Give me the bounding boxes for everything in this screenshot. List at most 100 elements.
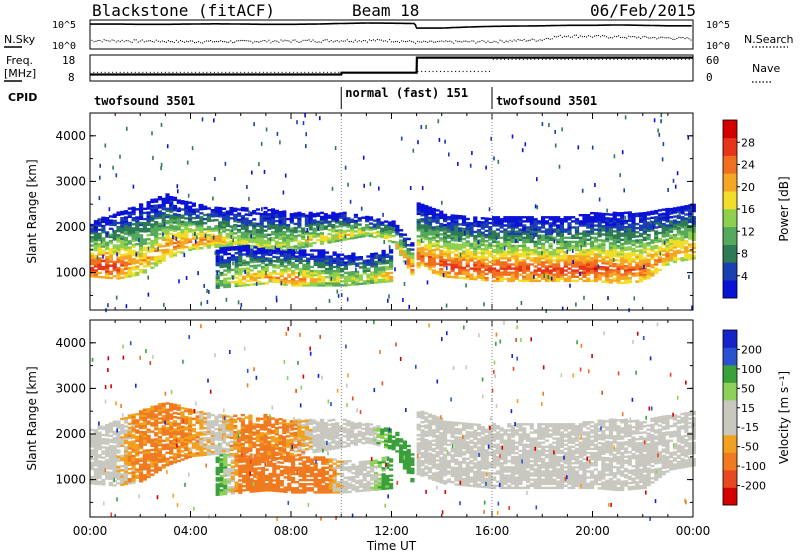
range-cell bbox=[242, 263, 247, 266]
nave-point bbox=[481, 70, 483, 73]
nsearch-point bbox=[344, 40, 346, 42]
range-cell bbox=[376, 226, 381, 229]
range-cell bbox=[161, 220, 166, 223]
range-cell bbox=[127, 213, 132, 216]
range-cell bbox=[370, 252, 375, 256]
range-cell bbox=[389, 267, 394, 270]
range-cell bbox=[294, 259, 299, 262]
range-cell bbox=[402, 256, 407, 259]
range-cell bbox=[180, 245, 185, 248]
range-cell bbox=[218, 206, 223, 210]
range-cell bbox=[427, 227, 433, 230]
nsearch-point bbox=[284, 39, 286, 41]
range-cell bbox=[582, 279, 587, 283]
range-cell bbox=[567, 279, 572, 283]
scatter-cell bbox=[420, 238, 423, 243]
range-cell bbox=[116, 426, 121, 430]
range-cell bbox=[642, 216, 647, 219]
range-cell bbox=[123, 261, 129, 264]
range-cell bbox=[112, 260, 117, 264]
range-cell bbox=[237, 220, 242, 223]
range-cell bbox=[574, 220, 580, 223]
range-cell bbox=[293, 214, 298, 217]
range-cell bbox=[620, 214, 625, 217]
range-cell bbox=[112, 223, 117, 227]
range-cell bbox=[597, 224, 602, 228]
range-cell bbox=[507, 232, 512, 235]
range-cell bbox=[446, 246, 451, 250]
range-cell bbox=[230, 246, 235, 249]
range-cell bbox=[294, 255, 299, 258]
range-cell bbox=[406, 250, 411, 253]
nsearch-point bbox=[248, 40, 250, 42]
range-cell bbox=[533, 218, 538, 221]
range-cell bbox=[465, 273, 470, 276]
nave-point bbox=[319, 71, 321, 73]
range-cell bbox=[101, 442, 106, 445]
range-cell bbox=[161, 214, 166, 217]
nsearch-point bbox=[549, 38, 551, 40]
range-cell bbox=[203, 232, 208, 235]
range-cell bbox=[275, 266, 281, 269]
range-cell bbox=[351, 273, 356, 276]
nave-point bbox=[526, 58, 528, 60]
range-cell bbox=[253, 283, 258, 286]
range-cell bbox=[169, 226, 174, 230]
range-cell bbox=[146, 223, 151, 227]
range-cell bbox=[321, 259, 326, 262]
range-cell bbox=[238, 270, 243, 273]
nsearch-point bbox=[658, 37, 660, 39]
range-cell bbox=[443, 252, 448, 256]
range-cell bbox=[556, 253, 561, 256]
range-cell bbox=[582, 234, 587, 237]
range-cell bbox=[324, 267, 330, 271]
range-cell bbox=[627, 215, 632, 218]
range-cell bbox=[298, 282, 303, 285]
range-cell bbox=[245, 248, 250, 252]
range-cell bbox=[161, 228, 166, 231]
range-cell bbox=[93, 468, 98, 471]
range-cell bbox=[340, 276, 345, 279]
range-cell bbox=[105, 251, 110, 255]
range-cell bbox=[306, 267, 311, 271]
range-cell bbox=[389, 255, 394, 258]
range-cell bbox=[488, 267, 493, 270]
range-cell bbox=[270, 218, 276, 221]
range-cell bbox=[257, 260, 262, 263]
nave-point bbox=[251, 71, 253, 73]
range-cell bbox=[384, 220, 389, 223]
range-cell bbox=[120, 237, 125, 240]
range-cell bbox=[661, 253, 666, 257]
range-cell bbox=[556, 255, 561, 258]
range-cell bbox=[661, 259, 666, 263]
range-cell bbox=[533, 232, 538, 235]
range-cell bbox=[135, 445, 140, 449]
range-cell bbox=[567, 232, 572, 235]
range-cell bbox=[139, 441, 144, 444]
range-cell bbox=[691, 226, 696, 229]
range-cell bbox=[210, 219, 215, 222]
range-cell bbox=[184, 225, 189, 228]
nsearch-point bbox=[386, 41, 389, 43]
nsearch-point bbox=[455, 40, 457, 42]
cpid-label: CPID bbox=[8, 91, 37, 104]
range-cell bbox=[282, 230, 287, 234]
range-cell bbox=[127, 262, 132, 266]
range-cell bbox=[355, 270, 360, 274]
range-cell bbox=[586, 214, 591, 217]
range-cell bbox=[165, 232, 170, 235]
scatter-cell bbox=[115, 295, 118, 300]
range-cell bbox=[157, 206, 162, 209]
scatter-cell bbox=[598, 197, 601, 202]
range-cell bbox=[139, 215, 144, 218]
nsearch-point bbox=[437, 40, 439, 43]
range-cell bbox=[139, 250, 144, 253]
range-cell bbox=[154, 260, 159, 263]
range-cell bbox=[661, 214, 666, 218]
range-cell bbox=[627, 227, 632, 231]
range-cell bbox=[410, 262, 415, 266]
range-cell bbox=[522, 238, 527, 241]
range-cell bbox=[105, 247, 110, 251]
range-cell bbox=[646, 213, 651, 216]
range-cell bbox=[308, 226, 313, 229]
